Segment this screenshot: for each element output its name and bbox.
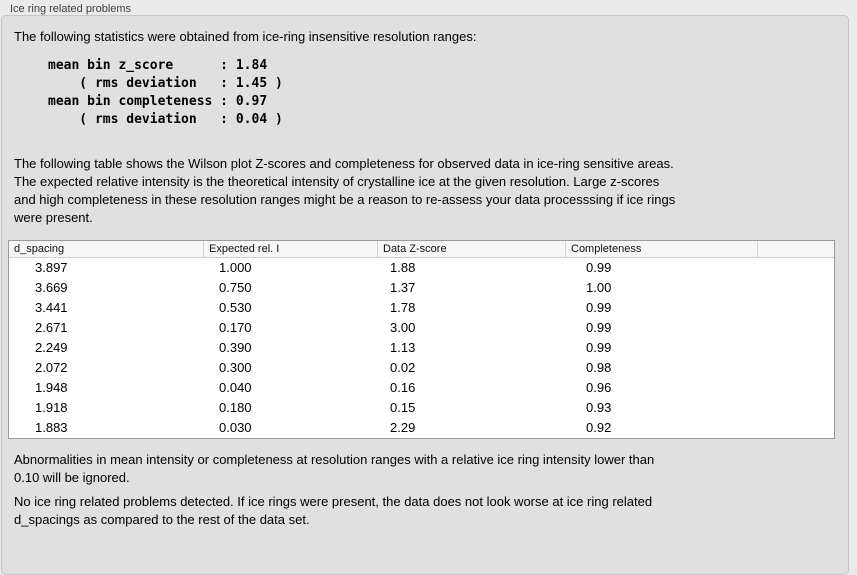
cell-completeness: 0.99 [586, 260, 612, 275]
table-row[interactable]: 1.883 0.030 2.29 0.92 [9, 418, 834, 438]
cell-filler [758, 338, 834, 358]
cell-expected-rel-i: 0.040 [219, 380, 252, 395]
cell-data-z-score: 0.15 [390, 400, 416, 415]
conclusion-line: No ice ring related problems detected. I… [14, 494, 653, 509]
cell-d-spacing: 1.948 [35, 380, 68, 395]
cell-filler [758, 418, 834, 438]
cell-data-z-score: 1.88 [390, 260, 416, 275]
table-row[interactable]: 3.669 0.750 1.37 1.00 [9, 278, 834, 298]
table-row[interactable]: 1.918 0.180 0.15 0.93 [9, 398, 834, 418]
column-header-data-z-score[interactable]: Data Z-score [378, 241, 566, 257]
stat-completeness-rms-deviation: ( rms deviation : 0.04 ) [48, 112, 283, 127]
cell-expected-rel-i: 0.390 [219, 340, 252, 355]
cell-filler [758, 278, 834, 298]
conclusion-text: No ice ring related problems detected. I… [14, 493, 848, 529]
column-header-filler [758, 241, 834, 257]
cell-d-spacing: 3.441 [35, 300, 68, 315]
cell-completeness: 0.93 [586, 400, 612, 415]
cell-data-z-score: 0.02 [390, 360, 416, 375]
cell-expected-rel-i: 0.530 [219, 300, 252, 315]
cell-completeness: 0.98 [586, 360, 612, 375]
stats-intro-text: The following statistics were obtained f… [14, 29, 477, 44]
cell-data-z-score: 2.29 [390, 420, 416, 435]
cell-completeness: 0.92 [586, 420, 612, 435]
cell-data-z-score: 1.13 [390, 340, 416, 355]
cell-expected-rel-i: 0.170 [219, 320, 252, 335]
cell-data-z-score: 1.78 [390, 300, 416, 315]
cell-data-z-score: 3.00 [390, 320, 416, 335]
table-description-line: The expected relative intensity is the t… [14, 174, 660, 189]
table-row[interactable]: 3.897 1.000 1.88 0.99 [9, 258, 834, 278]
cell-filler [758, 318, 834, 338]
stats-block: mean bin z_score : 1.84 ( rms deviation … [48, 57, 848, 129]
conclusion-line: d_spacings as compared to the rest of th… [14, 512, 310, 527]
cell-expected-rel-i: 0.180 [219, 400, 252, 415]
table-description-line: The following table shows the Wilson plo… [14, 156, 674, 171]
cell-d-spacing: 2.671 [35, 320, 68, 335]
cell-filler [758, 378, 834, 398]
table-description-line: and high completeness in these resolutio… [14, 192, 676, 207]
group-box-label: Ice ring related problems [10, 3, 132, 15]
table-row[interactable]: 2.072 0.300 0.02 0.98 [9, 358, 834, 378]
cell-expected-rel-i: 0.300 [219, 360, 252, 375]
cell-completeness: 0.99 [586, 340, 612, 355]
ice-ring-results-table: d_spacing Expected rel. I Data Z-score C… [8, 240, 835, 439]
ignore-note-line: 0.10 will be ignored. [14, 470, 130, 485]
cell-expected-rel-i: 1.000 [219, 260, 252, 275]
cell-completeness: 0.96 [586, 380, 612, 395]
ice-ring-panel: The following statistics were obtained f… [1, 15, 849, 575]
cell-filler [758, 258, 834, 278]
cell-d-spacing: 2.072 [35, 360, 68, 375]
cell-filler [758, 298, 834, 318]
cell-data-z-score: 1.37 [390, 280, 416, 295]
column-header-d-spacing[interactable]: d_spacing [9, 241, 204, 257]
stat-z-score-rms-deviation: ( rms deviation : 1.45 ) [48, 76, 283, 91]
table-row[interactable]: 3.441 0.530 1.78 0.99 [9, 298, 834, 318]
cell-completeness: 0.99 [586, 320, 612, 335]
cell-filler [758, 398, 834, 418]
cell-data-z-score: 0.16 [390, 380, 416, 395]
table-row[interactable]: 1.948 0.040 0.16 0.96 [9, 378, 834, 398]
cell-filler [758, 358, 834, 378]
ignore-note: Abnormalities in mean intensity or compl… [14, 451, 848, 487]
cell-d-spacing: 1.883 [35, 420, 68, 435]
table-row[interactable]: 2.249 0.390 1.13 0.99 [9, 338, 834, 358]
cell-d-spacing: 3.669 [35, 280, 68, 295]
cell-completeness: 1.00 [586, 280, 612, 295]
ignore-note-line: Abnormalities in mean intensity or compl… [14, 452, 655, 467]
stat-mean-bin-completeness: mean bin completeness : 0.97 [48, 94, 268, 109]
table-row[interactable]: 2.671 0.170 3.00 0.99 [9, 318, 834, 338]
stat-mean-bin-z-score: mean bin z_score : 1.84 [48, 58, 268, 73]
cell-completeness: 0.99 [586, 300, 612, 315]
column-header-completeness[interactable]: Completeness [566, 241, 758, 257]
cell-d-spacing: 3.897 [35, 260, 68, 275]
table-header-row: d_spacing Expected rel. I Data Z-score C… [9, 241, 834, 258]
cell-d-spacing: 1.918 [35, 400, 68, 415]
column-header-expected-rel-i[interactable]: Expected rel. I [204, 241, 378, 257]
cell-d-spacing: 2.249 [35, 340, 68, 355]
cell-expected-rel-i: 0.030 [219, 420, 252, 435]
table-description-line: were present. [14, 210, 93, 225]
table-description: The following table shows the Wilson plo… [14, 155, 848, 227]
cell-expected-rel-i: 0.750 [219, 280, 252, 295]
